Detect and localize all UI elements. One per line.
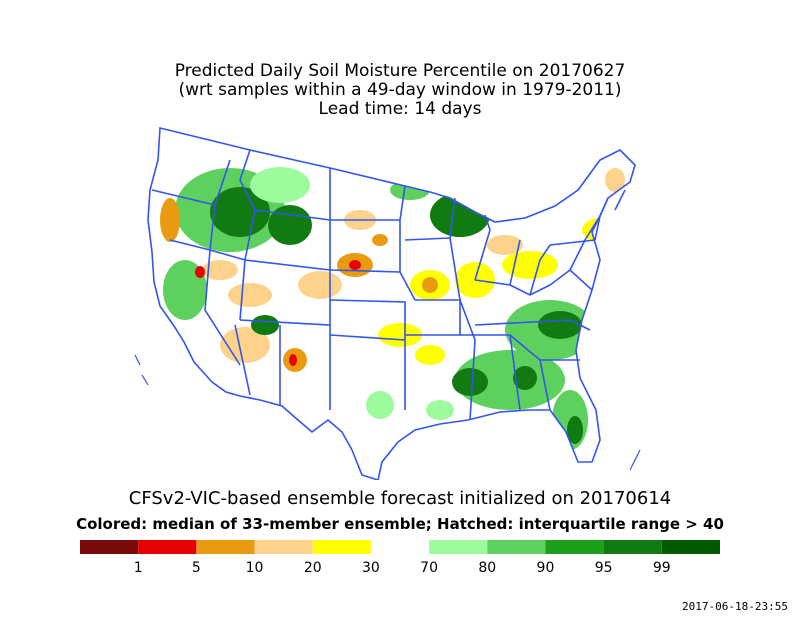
color-legend: 1 5 10 20 30 70 80 90 95 99	[80, 540, 720, 576]
legend-swatch-2	[196, 540, 255, 554]
legend-swatch-6	[429, 540, 488, 554]
footer-line-1: CFSv2-VIC-based ensemble forecast initia…	[128, 488, 672, 509]
legend-tick-label-9: 99	[653, 560, 671, 576]
legend-tick-label-6: 80	[478, 560, 496, 576]
title-line-2: (wrt samples within a 49-day window in 1…	[178, 80, 622, 100]
legend-tick-label-2: 10	[246, 560, 264, 576]
legend-swatch-3	[254, 540, 313, 554]
legend-tick-label-8: 95	[595, 560, 613, 576]
legend-swatch-9	[603, 540, 662, 554]
legend-tick-label-4: 30	[362, 560, 380, 576]
legend-swatch-8	[545, 540, 604, 554]
legend-swatch-0	[80, 540, 139, 554]
title-line-3: Lead time: 14 days	[318, 99, 482, 119]
legend-swatch-10	[661, 540, 720, 554]
legend-tick-label-3: 20	[304, 560, 322, 576]
legend-swatch-1	[138, 540, 197, 554]
legend-tick-label-0: 1	[134, 560, 143, 576]
timestamp: 2017-06-18-23:55	[682, 600, 788, 613]
footer-line-2: Colored: median of 33-member ensemble; H…	[76, 515, 724, 533]
legend-swatch-5	[370, 540, 430, 554]
legend-tick-label-1: 5	[192, 560, 201, 576]
legend-swatch-7	[487, 540, 546, 554]
legend-swatch-4	[312, 540, 371, 554]
title-line-1: Predicted Daily Soil Moisture Percentile…	[174, 61, 626, 81]
legend-tick-label-5: 70	[420, 560, 438, 576]
soil-moisture-map	[134, 126, 641, 480]
legend-tick-label-7: 90	[537, 560, 555, 576]
